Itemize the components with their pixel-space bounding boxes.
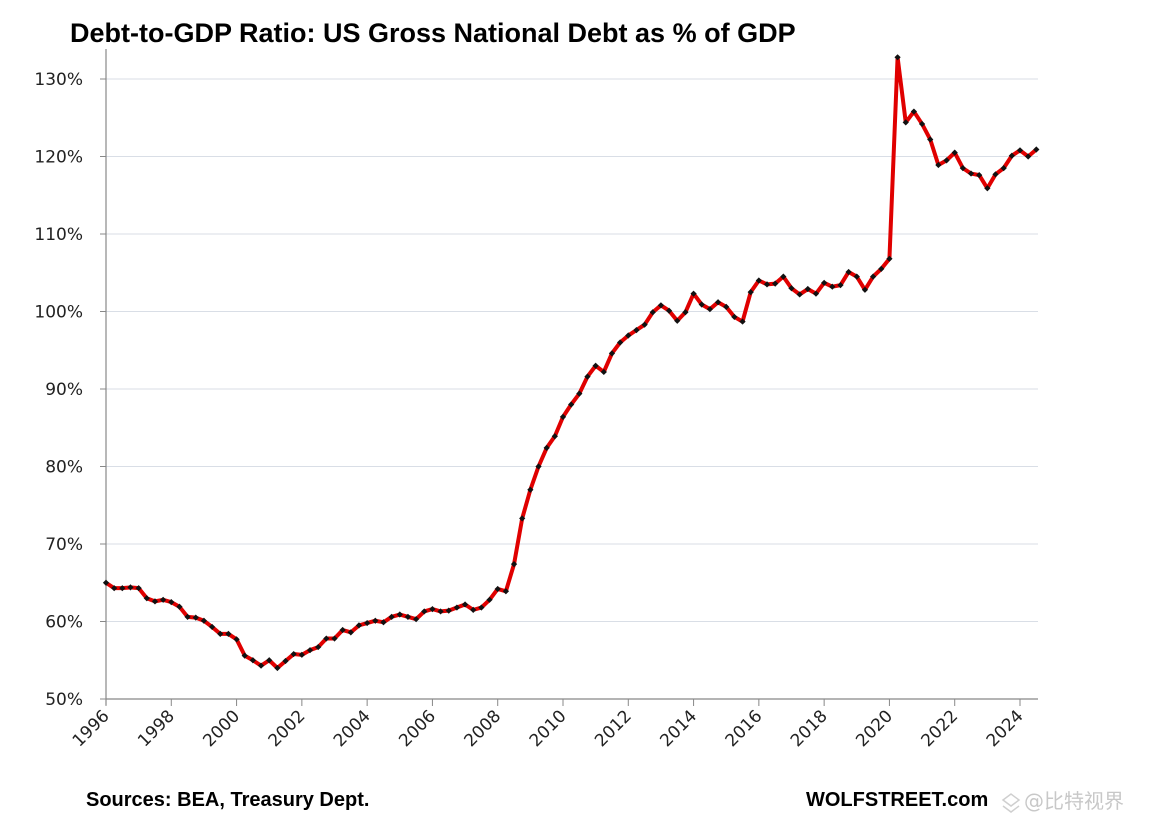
x-tick-label: 2020 [852,706,897,751]
data-point [266,657,273,664]
x-tick-label: 1998 [134,706,179,751]
axes [105,49,1038,705]
x-tick-label: 2016 [722,706,767,751]
data-point [331,635,338,642]
x-tick-label: 2018 [787,706,832,751]
data-point [519,515,526,522]
data-point [445,607,452,614]
data-point [690,290,697,297]
y-tick-label: 90% [45,380,83,400]
x-tick-label: 2000 [199,706,244,751]
x-tick-label: 2004 [330,706,375,751]
data-point [837,282,844,289]
data-point [861,286,869,293]
x-tick-label: 2014 [656,706,701,751]
data-point [674,317,681,324]
data-point [551,433,558,440]
data-point [812,290,820,297]
x-tick-label: 2010 [526,706,571,751]
x-tick-label: 2006 [395,706,440,751]
data-point [470,606,477,613]
data-point [380,619,387,626]
data-point [168,599,175,606]
data-point [274,664,281,672]
watermark-text: @比特视界 [1024,789,1124,813]
series-markers [102,54,1040,672]
y-tick-label: 100% [34,303,83,323]
data-point [706,306,714,313]
x-tick-label: 2002 [265,706,310,751]
data-point [290,650,297,658]
y-tick-label: 60% [45,613,83,633]
y-axis-ticks: 50% 60% 70% 80% 90% 100% 110% 120% 130% [34,70,106,710]
data-point [355,622,363,629]
data-point [437,608,444,615]
data-point [184,613,191,620]
x-tick-label: 2022 [918,706,963,751]
data-point [682,309,689,316]
series-line [104,55,1038,670]
x-tick-label: 1996 [69,706,114,751]
x-axis-ticks: 1996 1998 2000 2002 2004 2006 2008 2010 2012 2014… [69,699,1028,751]
data-point [641,321,648,328]
data-point [731,313,738,321]
data-point [576,390,583,397]
y-tick-label: 80% [45,458,83,478]
y-tick-label: 130% [34,70,83,90]
data-point [649,309,656,316]
data-point [559,413,567,421]
watermark: @比特视界 [1001,789,1124,813]
data-point [886,255,893,262]
data-point [804,285,811,293]
data-point [1033,146,1040,153]
data-point [494,585,501,593]
chart-title: Debt-to-GDP Ratio: US Gross National Deb… [70,18,796,48]
series-line-path [104,55,1038,670]
data-point [200,617,208,624]
data-point [1025,153,1032,160]
data-point [625,332,632,339]
source-note: Sources: BEA, Treasury Dept. [86,789,369,811]
data-point [461,601,469,608]
x-tick-label: 2024 [983,706,1028,751]
data-point [151,598,159,605]
x-tick-label: 2012 [591,706,636,751]
data-point [412,616,420,623]
data-point [241,652,248,659]
data-point [543,444,550,452]
y-tick-label: 120% [34,148,83,168]
y-tick-label: 50% [45,690,83,710]
watermark-logo-icon [1001,793,1021,813]
data-point [502,588,509,595]
gridlines [106,78,1038,622]
data-point [698,301,705,308]
data-point [510,561,518,568]
data-point [323,635,330,642]
data-point [225,630,232,638]
data-point [657,302,665,309]
y-tick-label: 70% [45,535,83,555]
credit-label: WOLFSTREET.com [806,789,988,811]
y-tick-label: 110% [34,225,83,245]
data-point [298,651,305,658]
x-tick-label: 2008 [461,706,506,751]
